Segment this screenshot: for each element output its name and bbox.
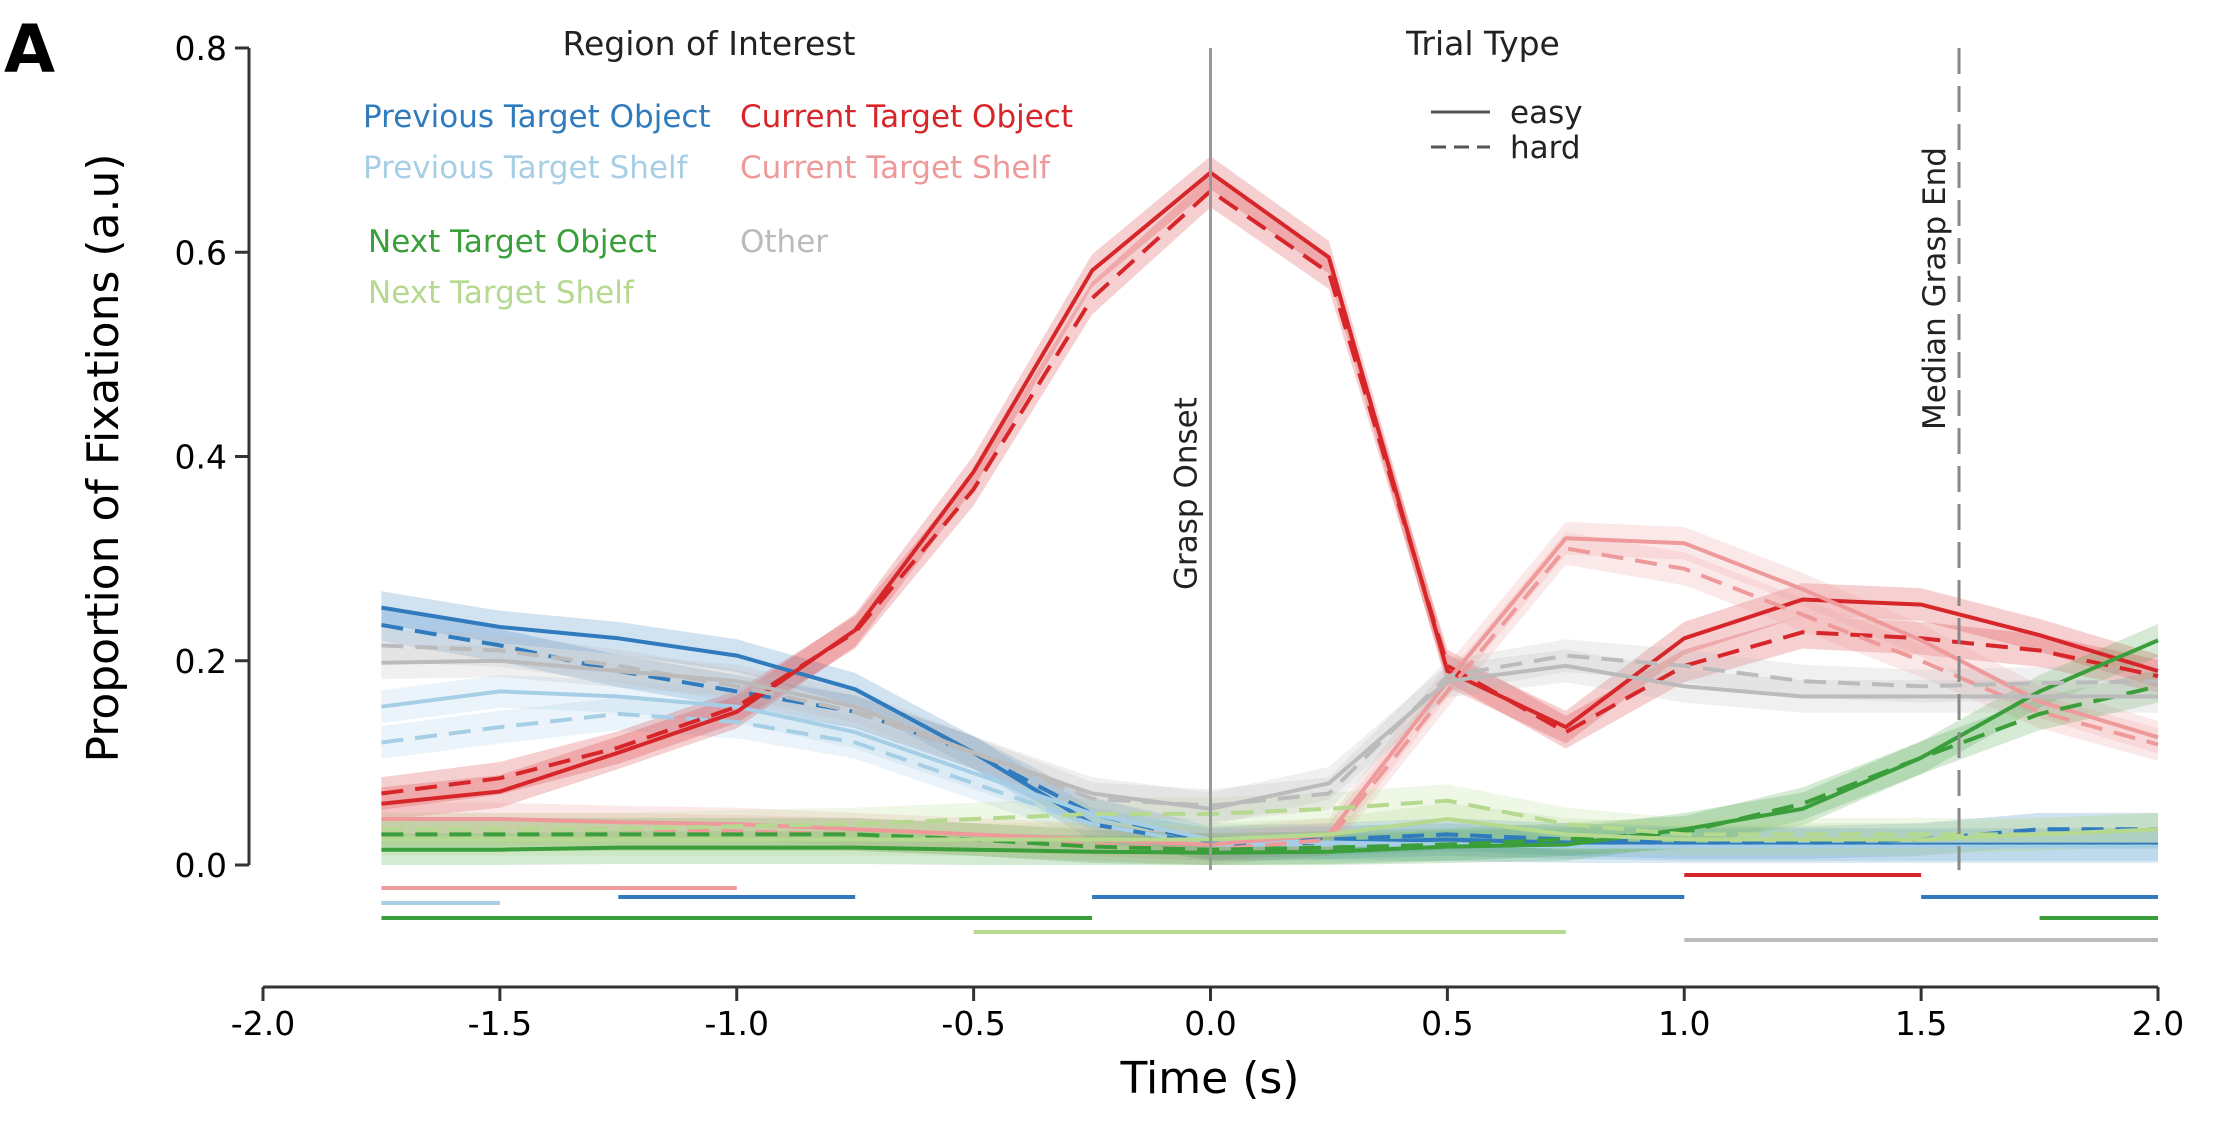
legend-trial-title: Trial Type	[1405, 24, 1560, 63]
next_shelf-hard-line	[381, 798, 2159, 837]
prev_shelf-easy-band	[381, 675, 2158, 863]
marker-label: Median Grasp End	[1917, 147, 1953, 430]
cur_shelf-easy-line	[381, 536, 2159, 847]
x-tick-label: 1.0	[1658, 1004, 1710, 1043]
series-lines	[381, 170, 2159, 855]
x-tick-label: -2.0	[231, 1004, 295, 1043]
cur_obj-easy-line	[381, 170, 2159, 806]
y-tick-label: 0.4	[175, 438, 227, 477]
y-tick-label: 0.6	[175, 233, 227, 272]
cur_obj-easy-band	[381, 156, 2158, 821]
y-tick-label: 0.2	[175, 642, 227, 681]
next_obj-easy-line	[381, 638, 2159, 855]
legend-label-prev_shelf: Previous Target Shelf	[363, 150, 689, 186]
y-axis-label: Proportion of Fixations (a.u)	[78, 153, 129, 762]
x-tick-label: 2.0	[2132, 1004, 2184, 1043]
legend-label-other: Other	[740, 224, 828, 260]
next_shelf-easy-line	[381, 817, 2159, 842]
cur_shelf-easy-band	[381, 521, 2158, 861]
legend-label-next_shelf: Next Target Shelf	[368, 275, 635, 311]
cur_shelf-hard-line	[381, 546, 2159, 852]
y-tick-label: 0.8	[175, 29, 227, 68]
next_obj-hard-band	[381, 669, 2158, 865]
other-hard-band	[381, 629, 2158, 823]
legend-label-cur_shelf: Current Target Shelf	[740, 150, 1051, 186]
vertical-markers: Grasp Onset Median Grasp End	[1169, 48, 1961, 871]
prev_shelf-hard-line	[381, 711, 2158, 849]
confidence-bands	[381, 156, 2158, 865]
marker-label: Grasp Onset	[1169, 397, 1205, 590]
x-tick-label: 0.0	[1184, 1004, 1236, 1043]
legend-label-hard: hard	[1510, 130, 1581, 166]
significance-bars	[381, 873, 2158, 942]
legend-roi-title: Region of Interest	[563, 24, 856, 63]
panel-label: A	[4, 11, 55, 88]
next_obj-hard-line	[381, 684, 2159, 852]
x-axis-label: Time (s)	[1120, 1053, 1300, 1104]
legend-label-cur_obj: Current Target Object	[740, 99, 1073, 135]
legend-label-easy: easy	[1510, 95, 1583, 131]
x-tick-label: -1.5	[468, 1004, 532, 1043]
cur_obj-hard-line	[381, 189, 2159, 796]
x-axis: -2.0 -1.5 -1.0 -0.5 0.0 0.5 1.0 1.5 2.0	[231, 985, 2184, 1043]
legend-label-prev_obj: Previous Target Object	[363, 99, 711, 135]
x-tick-label: 0.5	[1421, 1004, 1473, 1043]
x-tick-label: -1.0	[705, 1004, 769, 1043]
x-tick-label: 1.5	[1895, 1004, 1947, 1043]
cur_shelf-hard-band	[381, 532, 2158, 865]
legend-label-next_obj: Next Target Object	[368, 224, 657, 260]
y-axis: 0.0 0.2 0.4 0.6 0.8	[175, 29, 251, 885]
legend-regions: Previous Target Object Current Target Obj…	[363, 99, 1073, 311]
y-tick-label: 0.0	[175, 846, 227, 885]
other-easy-line	[381, 658, 2158, 811]
x-tick-label: -0.5	[941, 1004, 1005, 1043]
